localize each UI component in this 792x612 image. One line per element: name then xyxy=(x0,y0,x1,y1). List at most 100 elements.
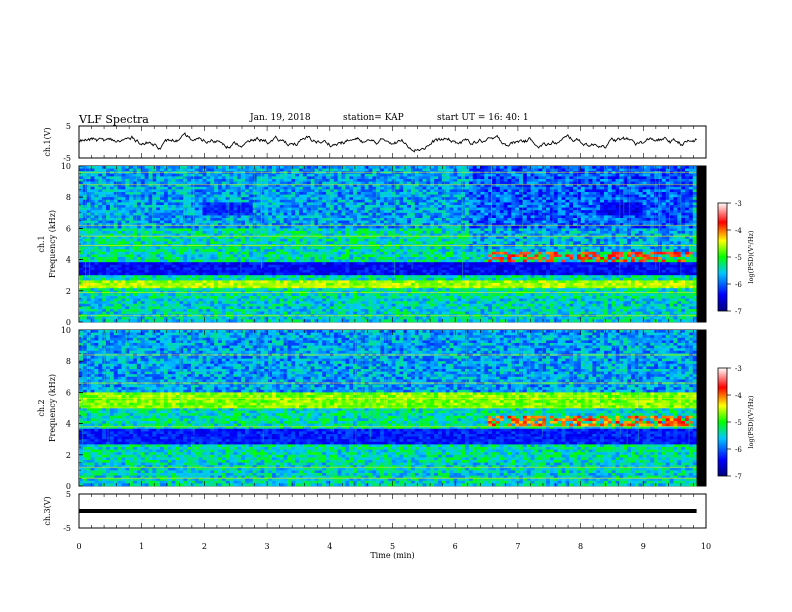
spectrogram-cell xyxy=(310,199,315,203)
spectrogram-cell xyxy=(630,236,636,240)
spectrogram-cell xyxy=(121,215,126,219)
spectrogram-cell xyxy=(214,186,219,190)
spectrogram-cell xyxy=(669,205,674,208)
spectrogram-cell xyxy=(596,184,601,188)
spectrogram-cell xyxy=(623,166,628,169)
spectrogram-cell xyxy=(665,228,670,232)
spectrogram-cell xyxy=(623,225,628,229)
spectrogram-cell xyxy=(113,210,118,214)
spectrogram-cell xyxy=(79,238,84,242)
spectrogram-cell xyxy=(356,223,362,227)
spectrogram-cell xyxy=(210,181,215,185)
spectrogram-cell xyxy=(673,199,678,203)
spectrogram-cell xyxy=(356,179,362,182)
spectrogram-cell xyxy=(252,223,257,227)
spectrogram-cell xyxy=(607,184,612,188)
spectrogram-cell xyxy=(476,215,481,219)
spectrogram-cell xyxy=(167,238,172,242)
spectrogram-cell xyxy=(256,184,261,188)
spectrogram-cell xyxy=(318,194,323,198)
spectrogram-cell xyxy=(283,231,288,234)
spectrogram-cell xyxy=(692,231,697,234)
spectrogram-cell xyxy=(515,186,520,190)
spectrogram-cell xyxy=(557,241,562,245)
spectrogram-cell xyxy=(133,236,138,240)
spectrogram-cell xyxy=(190,246,196,250)
spectrogram-cell xyxy=(268,181,273,185)
spectrogram-cell xyxy=(260,231,265,234)
spectrogram-cell xyxy=(106,168,111,172)
spectrogram-cell xyxy=(611,194,616,198)
spectrogram-cell xyxy=(685,215,690,219)
spectrogram-cell xyxy=(318,218,323,221)
spectrogram-cell xyxy=(519,223,524,227)
spectrogram-cell xyxy=(522,194,528,198)
spectrogram-cell xyxy=(488,176,493,180)
spectrogram-cell xyxy=(499,223,504,227)
spectrogram-cell xyxy=(329,186,335,190)
spectrogram-cell xyxy=(669,238,674,242)
spectrogram-cell xyxy=(214,223,219,227)
spectrogram-cell xyxy=(623,192,628,195)
spectrogram-cell xyxy=(658,173,663,177)
spectrogram-cell xyxy=(272,168,277,172)
spectrogram-cell xyxy=(136,194,142,198)
spectrogram-cell xyxy=(233,238,238,242)
spectrogram-cell xyxy=(306,179,311,182)
spectrogram-cell xyxy=(623,233,628,237)
spectrogram-cell xyxy=(600,218,605,221)
spectrogram-cell xyxy=(588,228,593,232)
spectrogram-cell xyxy=(326,176,331,180)
spectrogram-cell xyxy=(318,189,323,193)
spectrogram-cell xyxy=(515,238,520,242)
spectrogram-cell xyxy=(121,179,126,182)
spectrogram-cell xyxy=(283,171,288,175)
spectrogram-cell xyxy=(148,215,153,219)
spectrogram-cell xyxy=(144,186,149,190)
spectrogram-cell xyxy=(658,189,663,193)
spectrogram-cell xyxy=(418,215,423,219)
spectrogram-cell xyxy=(121,171,126,175)
spectrogram-cell xyxy=(596,205,601,208)
spectrogram-cell xyxy=(565,215,570,219)
spectrogram-cell xyxy=(615,202,620,206)
spectrogram-cell xyxy=(630,194,636,198)
spectrogram-cell xyxy=(584,186,589,190)
spectrogram-cell xyxy=(356,194,362,198)
spectrogram-cell xyxy=(82,173,88,177)
spectrogram-cell xyxy=(171,202,176,206)
spectrogram-cell xyxy=(94,181,99,185)
spectrogram-cell xyxy=(430,210,435,214)
spectrogram-cell xyxy=(476,166,481,169)
spectrogram-cell xyxy=(630,218,636,221)
spectrogram-cell xyxy=(376,218,381,221)
spectrogram-cell xyxy=(356,202,362,206)
spectrogram-cell xyxy=(526,233,531,237)
spectrogram-cell xyxy=(503,176,508,180)
spectrogram-cell xyxy=(434,192,439,195)
spectrogram-cell xyxy=(507,238,512,242)
spectrogram-cell xyxy=(383,179,389,182)
spectrogram-cell xyxy=(596,241,601,245)
spectrogram-cell xyxy=(171,192,176,195)
spectrogram-cell xyxy=(669,166,674,169)
spectrogram-cell xyxy=(106,220,111,224)
spectrogram-cell xyxy=(368,168,373,172)
spectrogram-cell xyxy=(600,215,605,219)
spectrogram-cell xyxy=(152,173,157,177)
spectrogram-cell xyxy=(190,220,196,224)
spectrogram-cell xyxy=(441,228,446,232)
spectrogram-cell xyxy=(642,207,647,211)
spectrogram-cell xyxy=(129,238,134,242)
spectrogram-cell xyxy=(237,218,242,221)
spectrogram-cell xyxy=(642,220,647,224)
spectrogram-cell xyxy=(434,218,439,221)
spectrogram-cell xyxy=(152,212,157,216)
spectrogram-cell xyxy=(445,168,450,172)
spectrogram-cell xyxy=(557,236,562,240)
spectrogram-cell xyxy=(291,176,296,180)
spectrogram-cell xyxy=(546,192,551,195)
spectrogram-cell xyxy=(418,233,423,237)
spectrogram-cell xyxy=(233,181,238,185)
spectrogram-cell xyxy=(299,236,304,240)
